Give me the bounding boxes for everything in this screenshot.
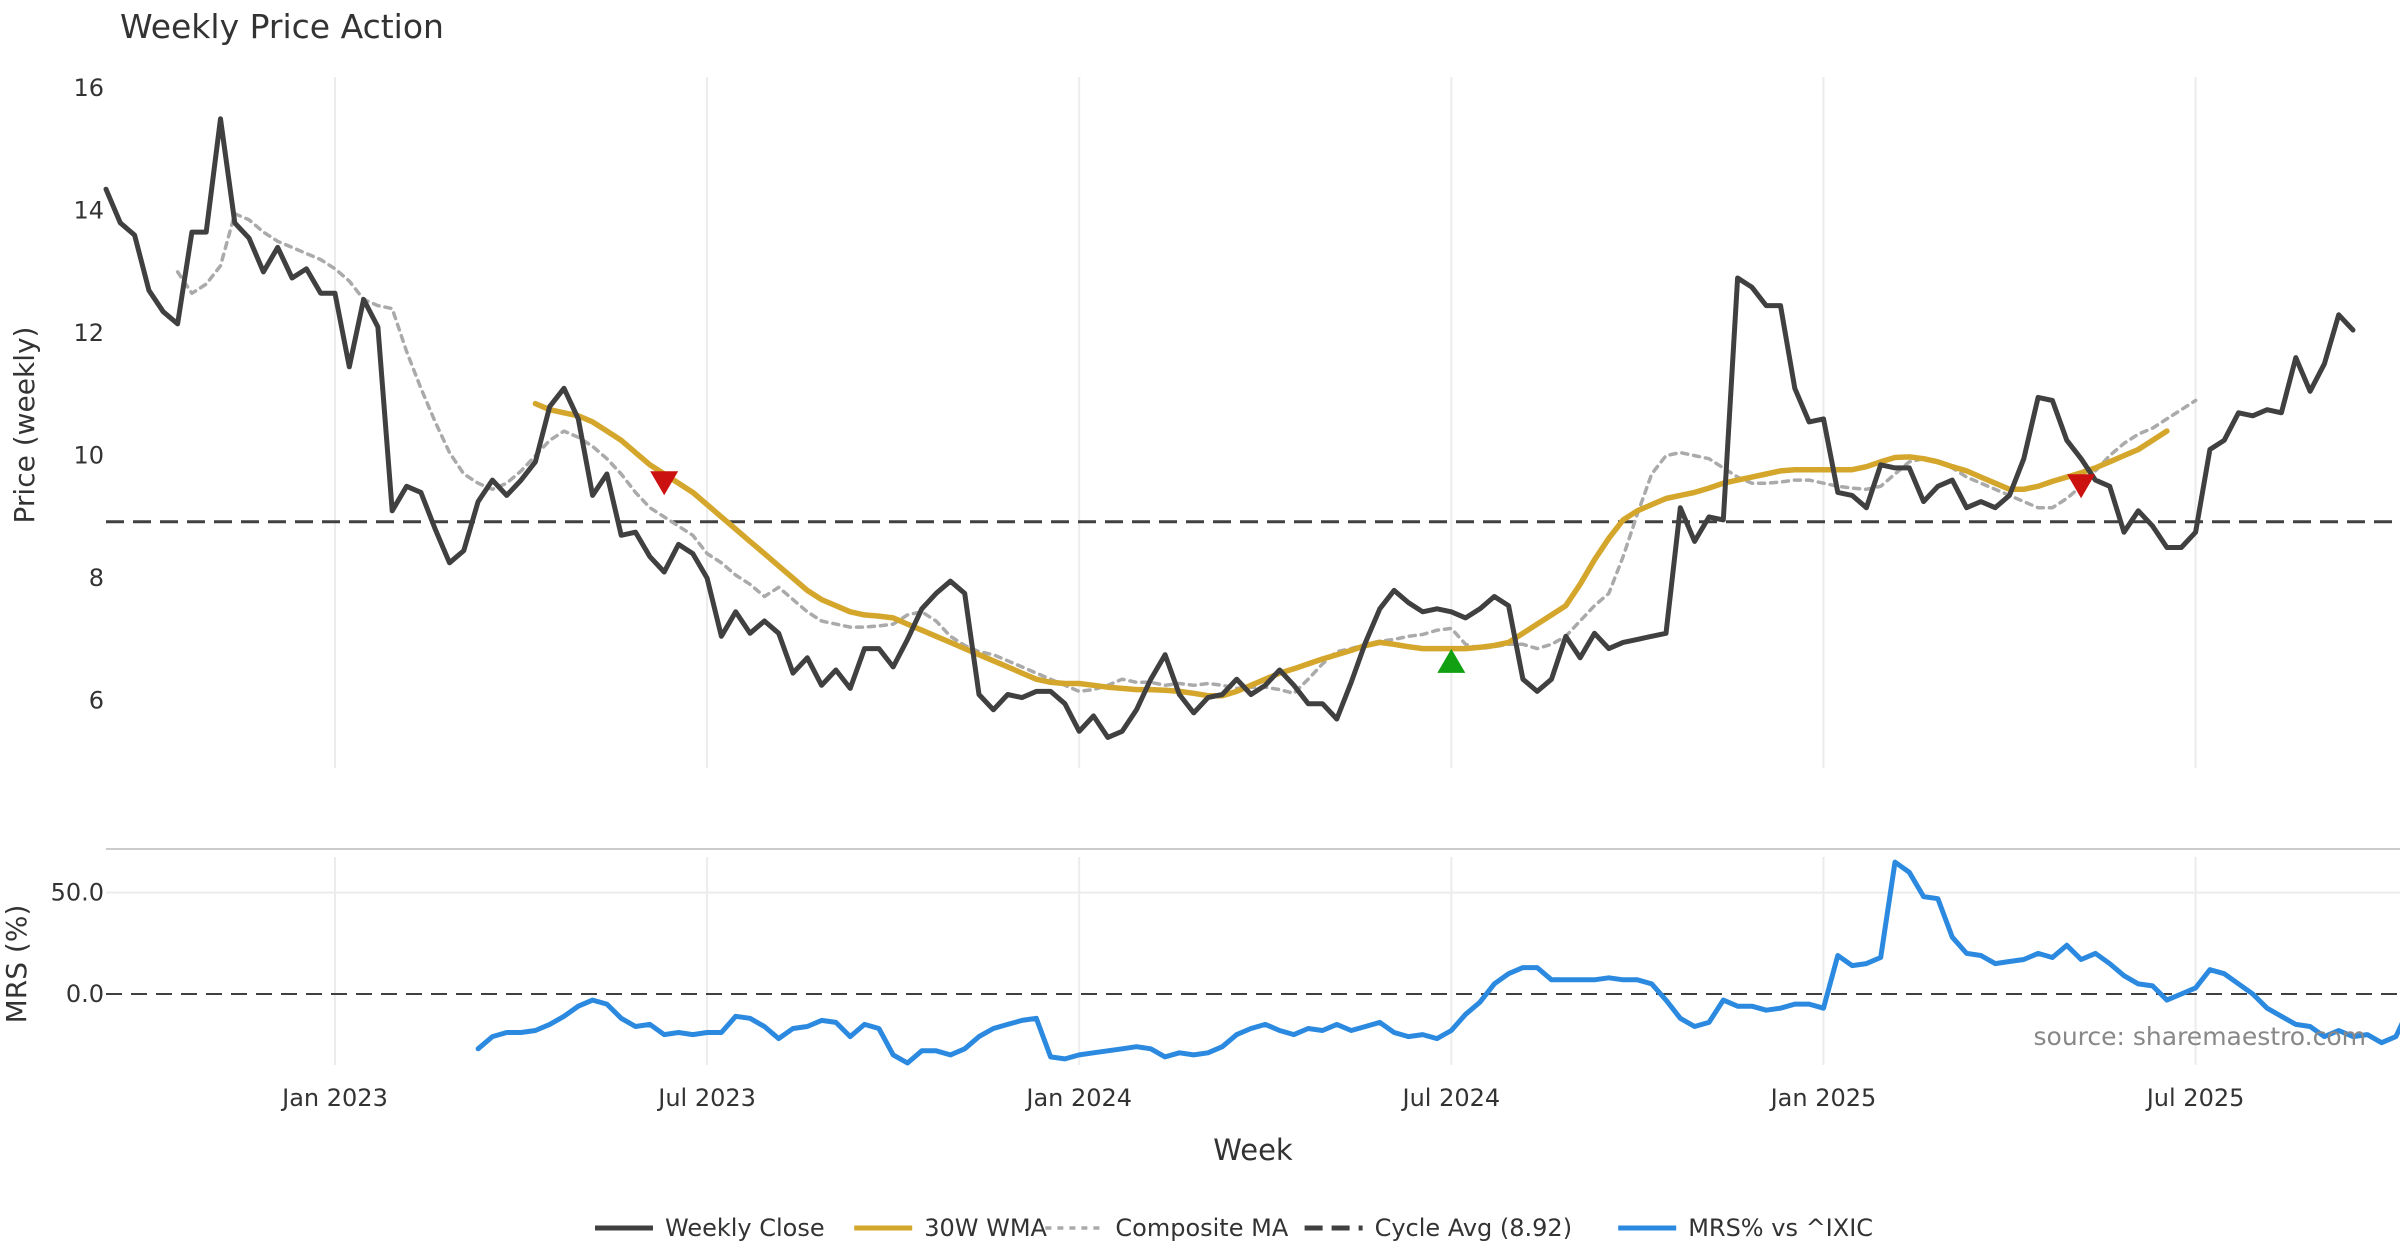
price-panel: 6 8 10 12 14 16 Price (weekly) (8, 74, 2400, 768)
price-y-tick-label: 14 (73, 197, 104, 225)
series-30w-wma (532, 400, 2170, 699)
mrs-y-ticks: 50.0 0.0 (51, 879, 104, 1008)
mrs-series (475, 859, 2400, 1066)
sell-signal-marker (650, 471, 679, 496)
price-series (103, 116, 2356, 740)
legend-label: Composite MA (1115, 1214, 1288, 1242)
series-composite-ma (175, 211, 2198, 696)
mrs-panel: 50.0 0.0 MRS (%) source: sharemaestro.com (0, 857, 2400, 1066)
price-y-tick-label: 8 (89, 564, 104, 592)
sell-signal-marker (2067, 474, 2096, 499)
price-grid (333, 77, 2197, 768)
x-axis-ticks: Jan 2023 Jul 2023 Jan 2024 Jul 2024 Jan 2025… (280, 1084, 2244, 1112)
legend-label: MRS% vs ^IXIC (1688, 1214, 1873, 1242)
series-mrs (475, 859, 2400, 1066)
legend: Weekly Close 30W WMA Composite MA Cycle Avg… (595, 1214, 1873, 1242)
x-tick-label: Jul 2024 (1401, 1084, 1501, 1112)
x-tick-label: Jul 2023 (656, 1084, 756, 1112)
x-tick-label: Jan 2024 (1024, 1084, 1132, 1112)
price-y-tick-label: 12 (73, 319, 104, 347)
legend-label: Weekly Close (665, 1214, 825, 1242)
price-y-ticks: 6 8 10 12 14 16 (73, 74, 104, 715)
mrs-y-tick-label: 50.0 (51, 879, 104, 907)
legend-label: Cycle Avg (8.92) (1375, 1214, 1572, 1242)
price-y-tick-label: 10 (73, 442, 104, 470)
x-tick-label: Jan 2025 (1769, 1084, 1877, 1112)
mrs-y-tick-label: 0.0 (66, 980, 104, 1008)
signal-markers (650, 471, 2096, 673)
x-tick-label: Jul 2025 (2145, 1084, 2245, 1112)
buy-signal-marker (1437, 648, 1466, 673)
series-weekly-close (103, 116, 2356, 740)
x-axis-label: Week (1213, 1133, 1293, 1167)
source-note: source: sharemaestro.com (2034, 1022, 2367, 1051)
legend-label: 30W WMA (924, 1214, 1047, 1242)
x-tick-label: Jan 2023 (280, 1084, 388, 1112)
mrs-y-axis-label: MRS (%) (0, 905, 33, 1024)
price-y-tick-label: 16 (73, 74, 104, 102)
price-y-axis-label: Price (weekly) (8, 327, 41, 524)
price-y-tick-label: 6 (89, 687, 104, 715)
chart-title: Weekly Price Action (120, 7, 444, 46)
